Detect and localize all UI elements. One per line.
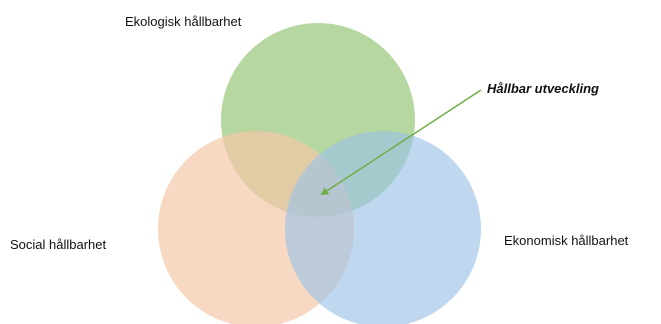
intersection-arrow bbox=[320, 89, 482, 196]
social-label: Social hållbarhet bbox=[10, 237, 107, 252]
ekonomisk-circle bbox=[285, 131, 481, 324]
ekologisk-label: Ekologisk hållbarhet bbox=[125, 14, 242, 29]
ekonomisk-label: Ekonomisk hållbarhet bbox=[504, 233, 629, 248]
intersection-label: Hållbar utveckling bbox=[487, 81, 599, 96]
